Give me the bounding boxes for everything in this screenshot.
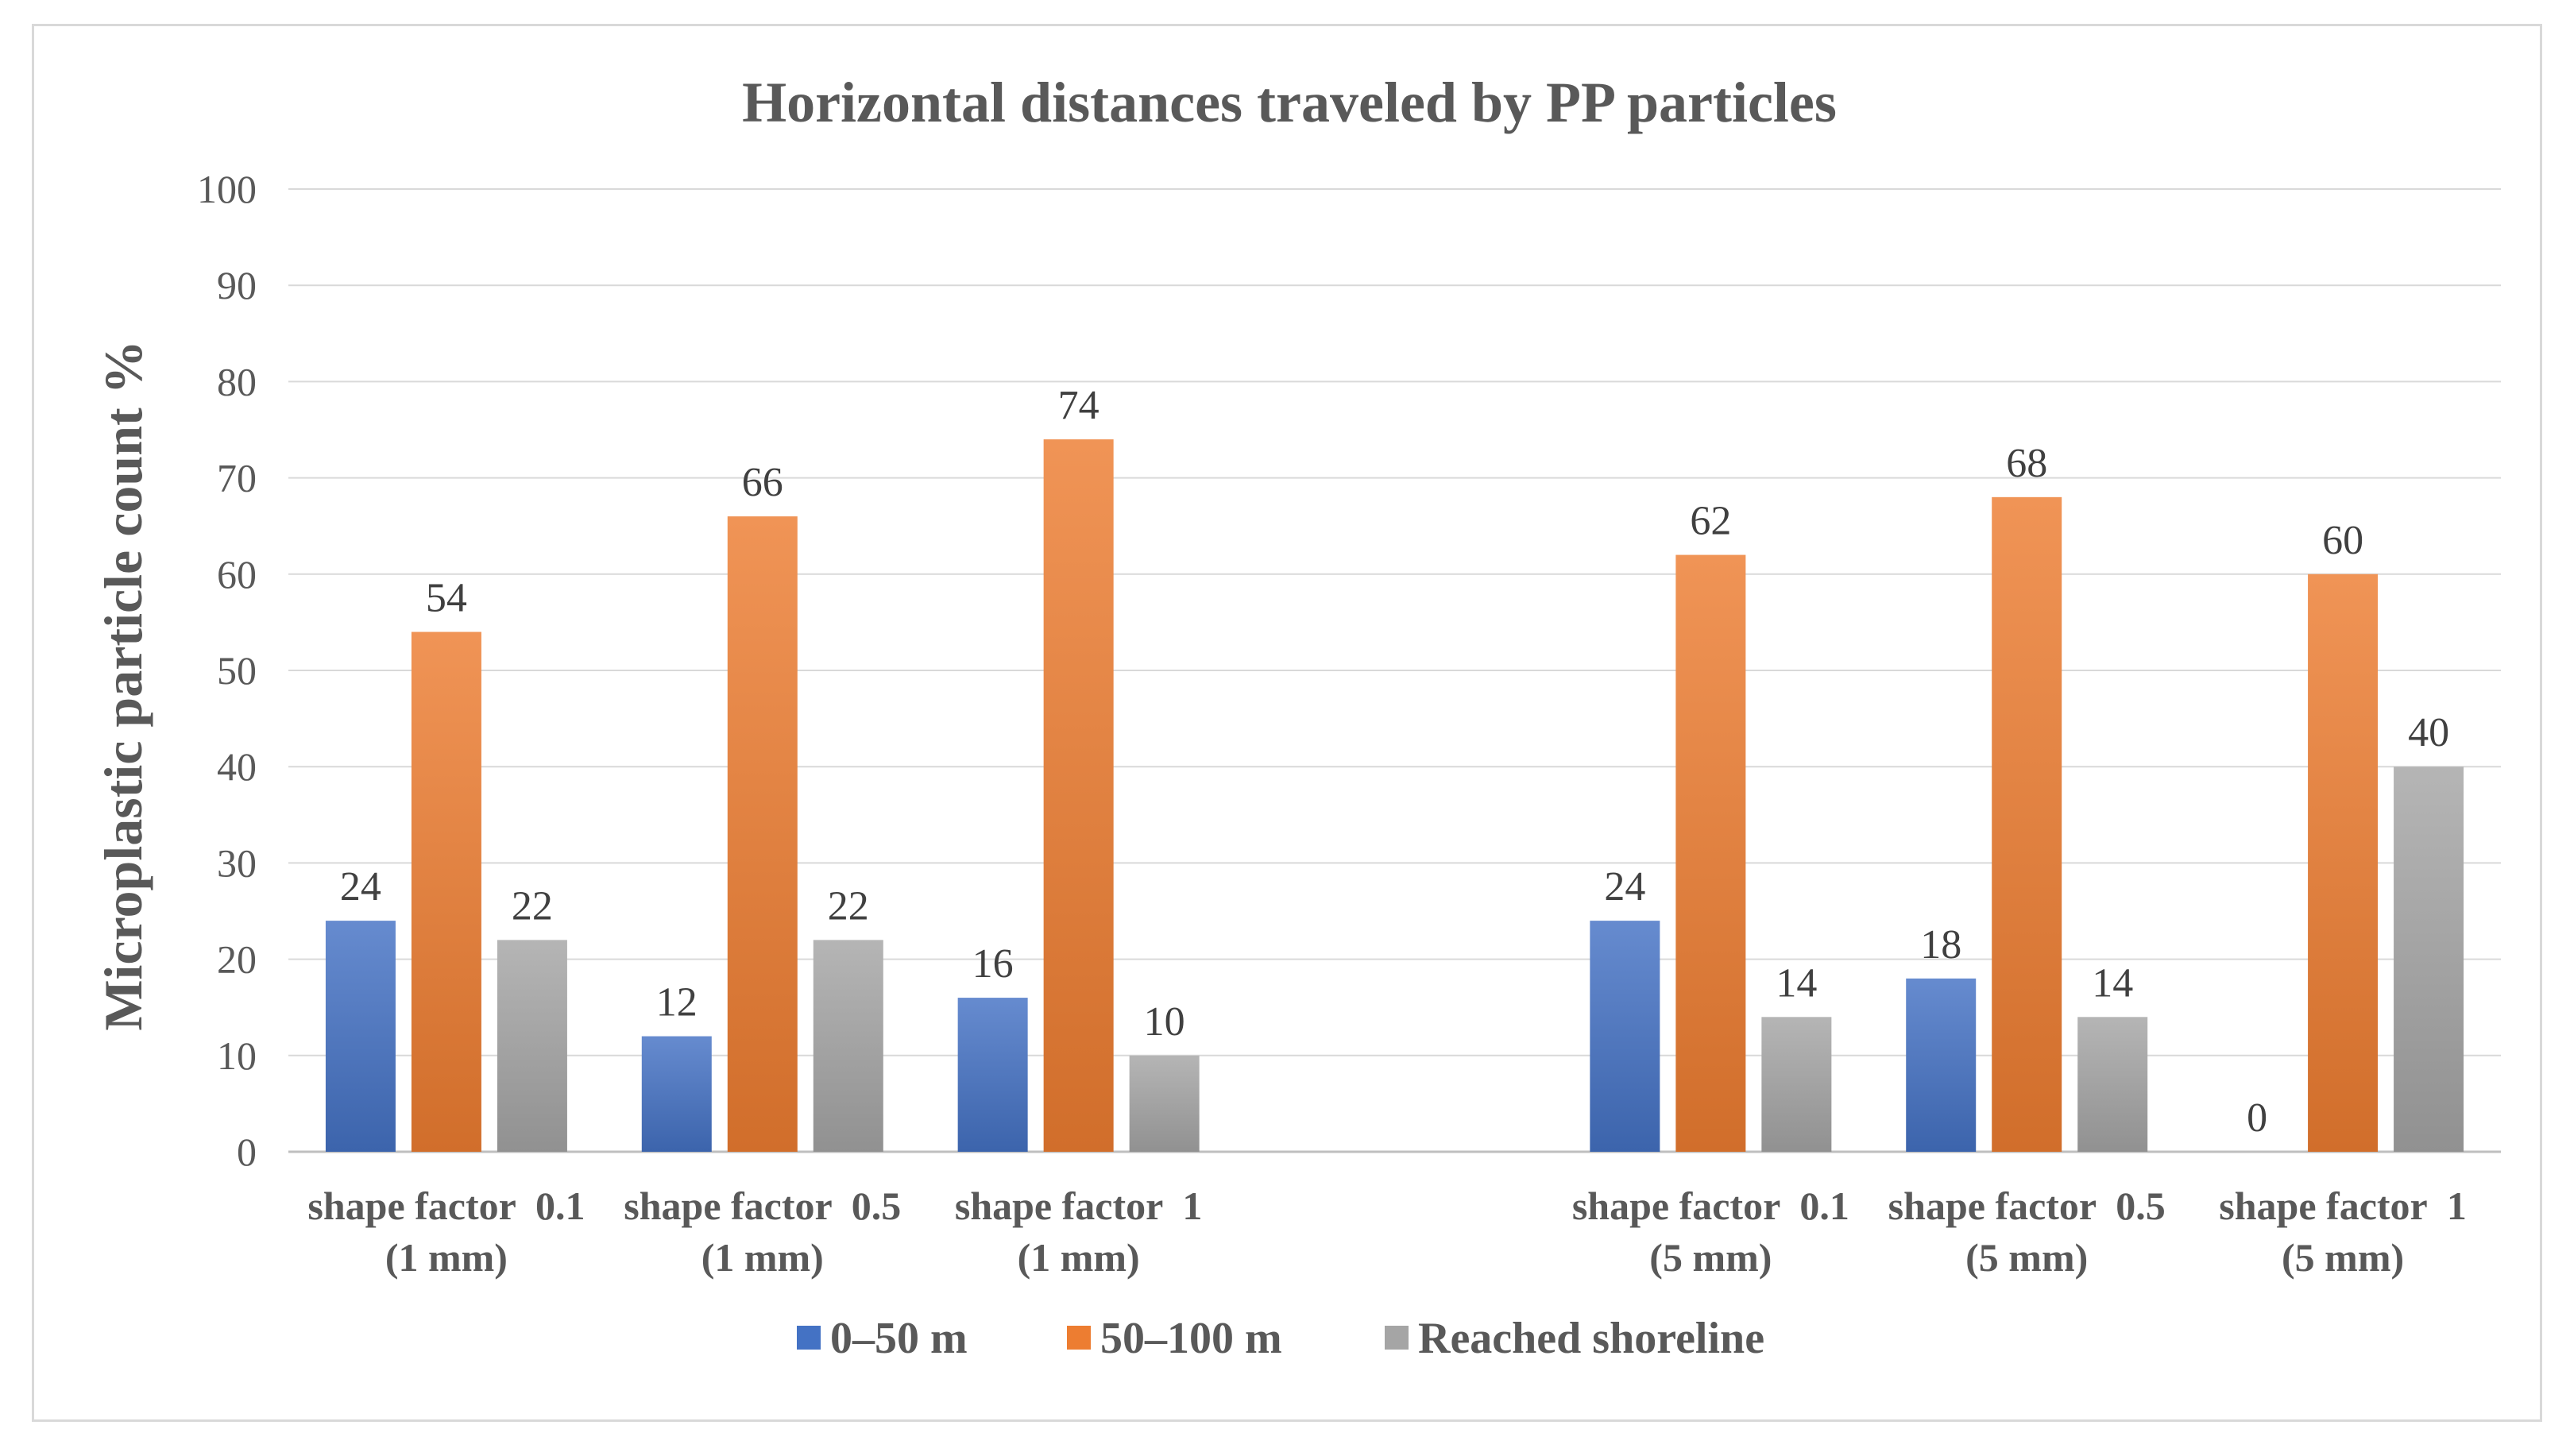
y-tick-label: 20 (217, 937, 257, 982)
y-tick-label: 10 (217, 1033, 257, 1078)
category-label: (1 mm) (1018, 1235, 1140, 1280)
data-label: 62 (1690, 499, 1731, 544)
category-label: shape factor 1 (955, 1184, 1203, 1228)
bars (325, 439, 2464, 1152)
data-label: 16 (972, 941, 1014, 987)
y-tick-label: 40 (217, 744, 257, 789)
legend-label: 0–50 m (830, 1314, 968, 1363)
data-label: 12 (656, 980, 698, 1025)
category-label: (5 mm) (2282, 1235, 2404, 1280)
data-label: 40 (2408, 710, 2449, 755)
data-label: 18 (1920, 922, 1961, 967)
category-label: shape factor 0.1 (307, 1184, 585, 1228)
data-label: 24 (340, 864, 381, 910)
data-label: 74 (1058, 383, 1099, 428)
data-label: 60 (2322, 518, 2363, 563)
bar (2394, 767, 2464, 1152)
legend-swatch (797, 1326, 821, 1350)
data-label: 22 (512, 883, 553, 929)
data-label: 54 (426, 576, 467, 621)
legend: 0–50 m 50–100 m Reached shoreline (797, 1314, 1764, 1363)
bar (411, 631, 481, 1152)
bar (813, 940, 883, 1152)
chart-frame: Horizontal distances traveled by PP part… (32, 24, 2542, 1422)
y-tick-label: 70 (217, 456, 257, 500)
y-tick-label: 100 (197, 167, 257, 211)
bar (1992, 496, 2062, 1152)
bar-chart: Horizontal distances traveled by PP part… (93, 71, 2501, 1363)
bar (1129, 1055, 1200, 1152)
bar (1675, 554, 1746, 1152)
gridlines (288, 188, 2501, 1153)
legend-label: 50–100 m (1100, 1314, 1282, 1363)
category-label: shape factor 0.1 (1572, 1184, 1849, 1228)
y-axis-ticks: 0 10 20 30 40 50 60 70 80 90 100 (197, 167, 257, 1174)
legend-swatch (1385, 1326, 1409, 1350)
bar (957, 998, 1028, 1152)
bar (1043, 439, 1114, 1152)
bar (1906, 978, 1977, 1152)
legend-swatch (1067, 1326, 1091, 1350)
y-tick-label: 30 (217, 840, 257, 885)
bar (1590, 921, 1660, 1152)
data-label: 14 (2092, 960, 2133, 1006)
category-labels: shape factor 0.1 (1 mm) shape factor 0.5 (1… (307, 1184, 2466, 1280)
data-label: 24 (1604, 864, 1645, 910)
bar (641, 1036, 712, 1152)
y-tick-label: 80 (217, 359, 257, 404)
bar (2308, 574, 2379, 1152)
category-label: (5 mm) (1965, 1235, 2088, 1280)
y-tick-label: 90 (217, 263, 257, 307)
legend-label: Reached shoreline (1418, 1314, 1764, 1363)
y-tick-label: 50 (217, 648, 257, 693)
chart-title: Horizontal distances traveled by PP part… (742, 71, 1837, 134)
category-label: (1 mm) (701, 1235, 824, 1280)
data-label: 22 (828, 883, 869, 929)
data-labels: 24 54 22 12 66 22 16 74 10 24 62 14 18 68 14 0 60 40 (340, 383, 2449, 1141)
bar (325, 921, 396, 1152)
data-label: 0 (2247, 1095, 2267, 1141)
bar (497, 940, 567, 1152)
data-label: 10 (1144, 999, 1185, 1045)
bar (2077, 1017, 2148, 1152)
y-axis-label: Microplastic particle count % (93, 340, 153, 1030)
y-tick-label: 0 (237, 1130, 257, 1174)
data-label: 14 (1776, 960, 1817, 1006)
bar (1761, 1017, 1832, 1152)
category-label: shape factor 1 (2219, 1184, 2467, 1228)
data-label: 66 (742, 460, 783, 505)
bar (727, 516, 798, 1152)
data-label: 68 (2006, 441, 2047, 486)
category-label: shape factor 0.5 (624, 1184, 901, 1228)
category-label: (5 mm) (1649, 1235, 1772, 1280)
y-tick-label: 60 (217, 552, 257, 597)
category-label: (1 mm) (385, 1235, 508, 1280)
category-label: shape factor 0.5 (1888, 1184, 2166, 1228)
